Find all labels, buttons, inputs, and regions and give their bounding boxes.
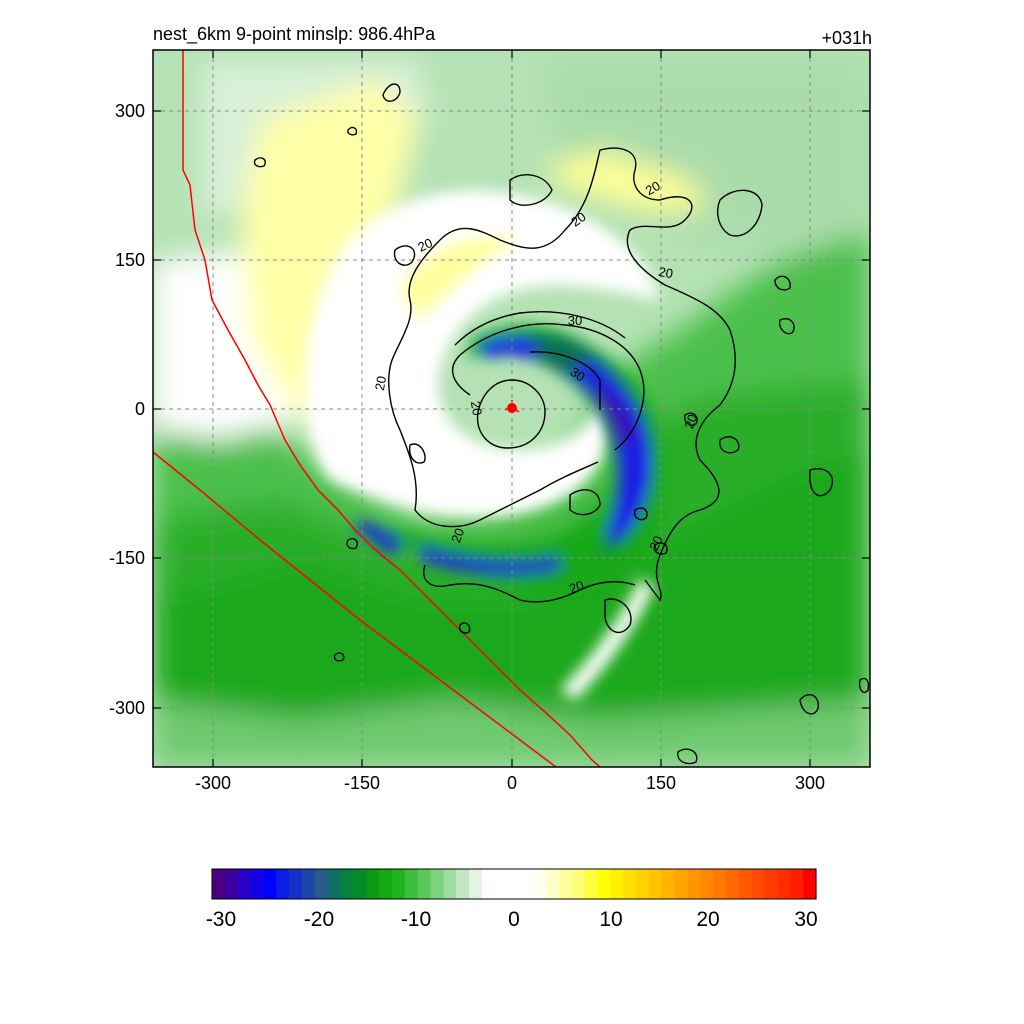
colorbar-swatch [597, 869, 611, 899]
contour-label: 20 [643, 178, 663, 198]
contour-lines [253, 83, 870, 765]
colorbar-swatch [713, 869, 727, 899]
colorbar-swatch [289, 869, 303, 899]
contour-label: 30 [568, 313, 582, 328]
contour-labels: 20 20 20 20 30 30 20 20 20 20 20 20 [372, 178, 700, 596]
contour-label: 20 [646, 533, 666, 552]
colorbar-swatch [391, 869, 406, 899]
colorbar-swatch [276, 869, 290, 899]
colorbar-swatch [610, 869, 624, 899]
colorbar-swatch [738, 869, 753, 899]
colorbar-tick-label: 0 [508, 908, 520, 931]
colorbar-swatch [327, 869, 342, 899]
colorbar-swatch [494, 869, 509, 899]
colorbar-swatch [366, 869, 380, 899]
colorbar-swatch [790, 869, 804, 899]
colorbar-tick-label: -30 [206, 908, 236, 931]
colorbar-swatch [301, 869, 316, 899]
colorbar-swatch [469, 869, 483, 899]
colorbar-swatch [340, 869, 354, 899]
chart-title: nest_6km 9-point minslp: 986.4hPa [153, 24, 436, 45]
colorbar-swatch [507, 869, 522, 899]
contour-label: 20 [468, 400, 485, 417]
contour-label: 20 [415, 235, 434, 255]
colorbar-swatch [250, 869, 264, 899]
colorbar-swatch [571, 869, 586, 899]
colorbar-swatch [430, 869, 444, 899]
storm-center-marker [504, 400, 520, 413]
contour-label: 20 [681, 412, 700, 431]
colorbar [212, 869, 817, 899]
colorbar-swatch [237, 869, 252, 899]
colorbar-swatch [661, 869, 676, 899]
colorbar-swatch [314, 869, 329, 899]
y-tick-labels: 300 150 0 -150 -300 [109, 101, 145, 718]
colorbar-swatch [751, 869, 766, 899]
colorbar-tick-label: 20 [696, 908, 719, 931]
colorbar-swatch [726, 869, 740, 899]
colorbar-swatch [558, 869, 573, 899]
colorbar-swatch [584, 869, 599, 899]
colorbar-swatch [443, 869, 457, 899]
colorbar-swatch [764, 869, 779, 899]
colorbar-swatch [546, 869, 560, 899]
y-tick-label: 150 [115, 250, 145, 270]
colorbar-swatch [353, 869, 367, 899]
colorbar-swatch [520, 869, 534, 899]
contour-label: 30 [567, 364, 587, 385]
colorbar-swatch [533, 869, 547, 899]
x-tick-label: 0 [507, 773, 517, 793]
y-tick-label: 300 [115, 101, 145, 121]
colorbar-swatch [700, 869, 714, 899]
y-tick-label: 0 [135, 399, 145, 419]
axis-ticks [153, 50, 870, 767]
colorbar-swatch [212, 869, 226, 899]
colorbar-swatch [777, 869, 791, 899]
colorbar-tick-label: -10 [401, 908, 431, 931]
contour-label: 20 [568, 209, 588, 230]
colorbar-swatch [404, 869, 419, 899]
contour-label: 20 [372, 375, 389, 392]
forecast-hour-label: +031h [821, 28, 872, 48]
contour-label: 20 [657, 264, 674, 281]
colorbar-swatch [263, 869, 277, 899]
x-tick-labels: -300 -150 0 150 300 [195, 773, 825, 793]
y-tick-label: -300 [109, 698, 145, 718]
colorbar-swatch [224, 869, 239, 899]
colorbar-tick-label: 10 [599, 908, 622, 931]
colorbar-swatch [674, 869, 689, 899]
contour-label: 20 [567, 577, 586, 596]
x-tick-label: 300 [795, 773, 825, 793]
colorbar-swatch [803, 869, 817, 899]
colorbar-swatch [636, 869, 650, 899]
colorbar-tick-label: 30 [794, 908, 817, 931]
x-tick-label: -300 [195, 773, 231, 793]
y-tick-label: -150 [109, 548, 145, 568]
contour-label: 20 [448, 526, 467, 545]
coastline [153, 50, 601, 767]
colorbar-swatch [648, 869, 663, 899]
colorbar-tick-label: -20 [304, 908, 334, 931]
colorbar-swatch [623, 869, 637, 899]
colorbar-swatch [456, 869, 470, 899]
colorbar-tick-labels: -30 -20 -10 0 10 20 30 [206, 908, 818, 931]
x-tick-label: -150 [344, 773, 380, 793]
colorbar-swatch [687, 869, 701, 899]
colorbar-swatch [417, 869, 432, 899]
colorbar-swatch [481, 869, 496, 899]
colorbar-swatch [379, 869, 393, 899]
x-tick-label: 150 [646, 773, 676, 793]
colorbar-frame [211, 868, 817, 900]
